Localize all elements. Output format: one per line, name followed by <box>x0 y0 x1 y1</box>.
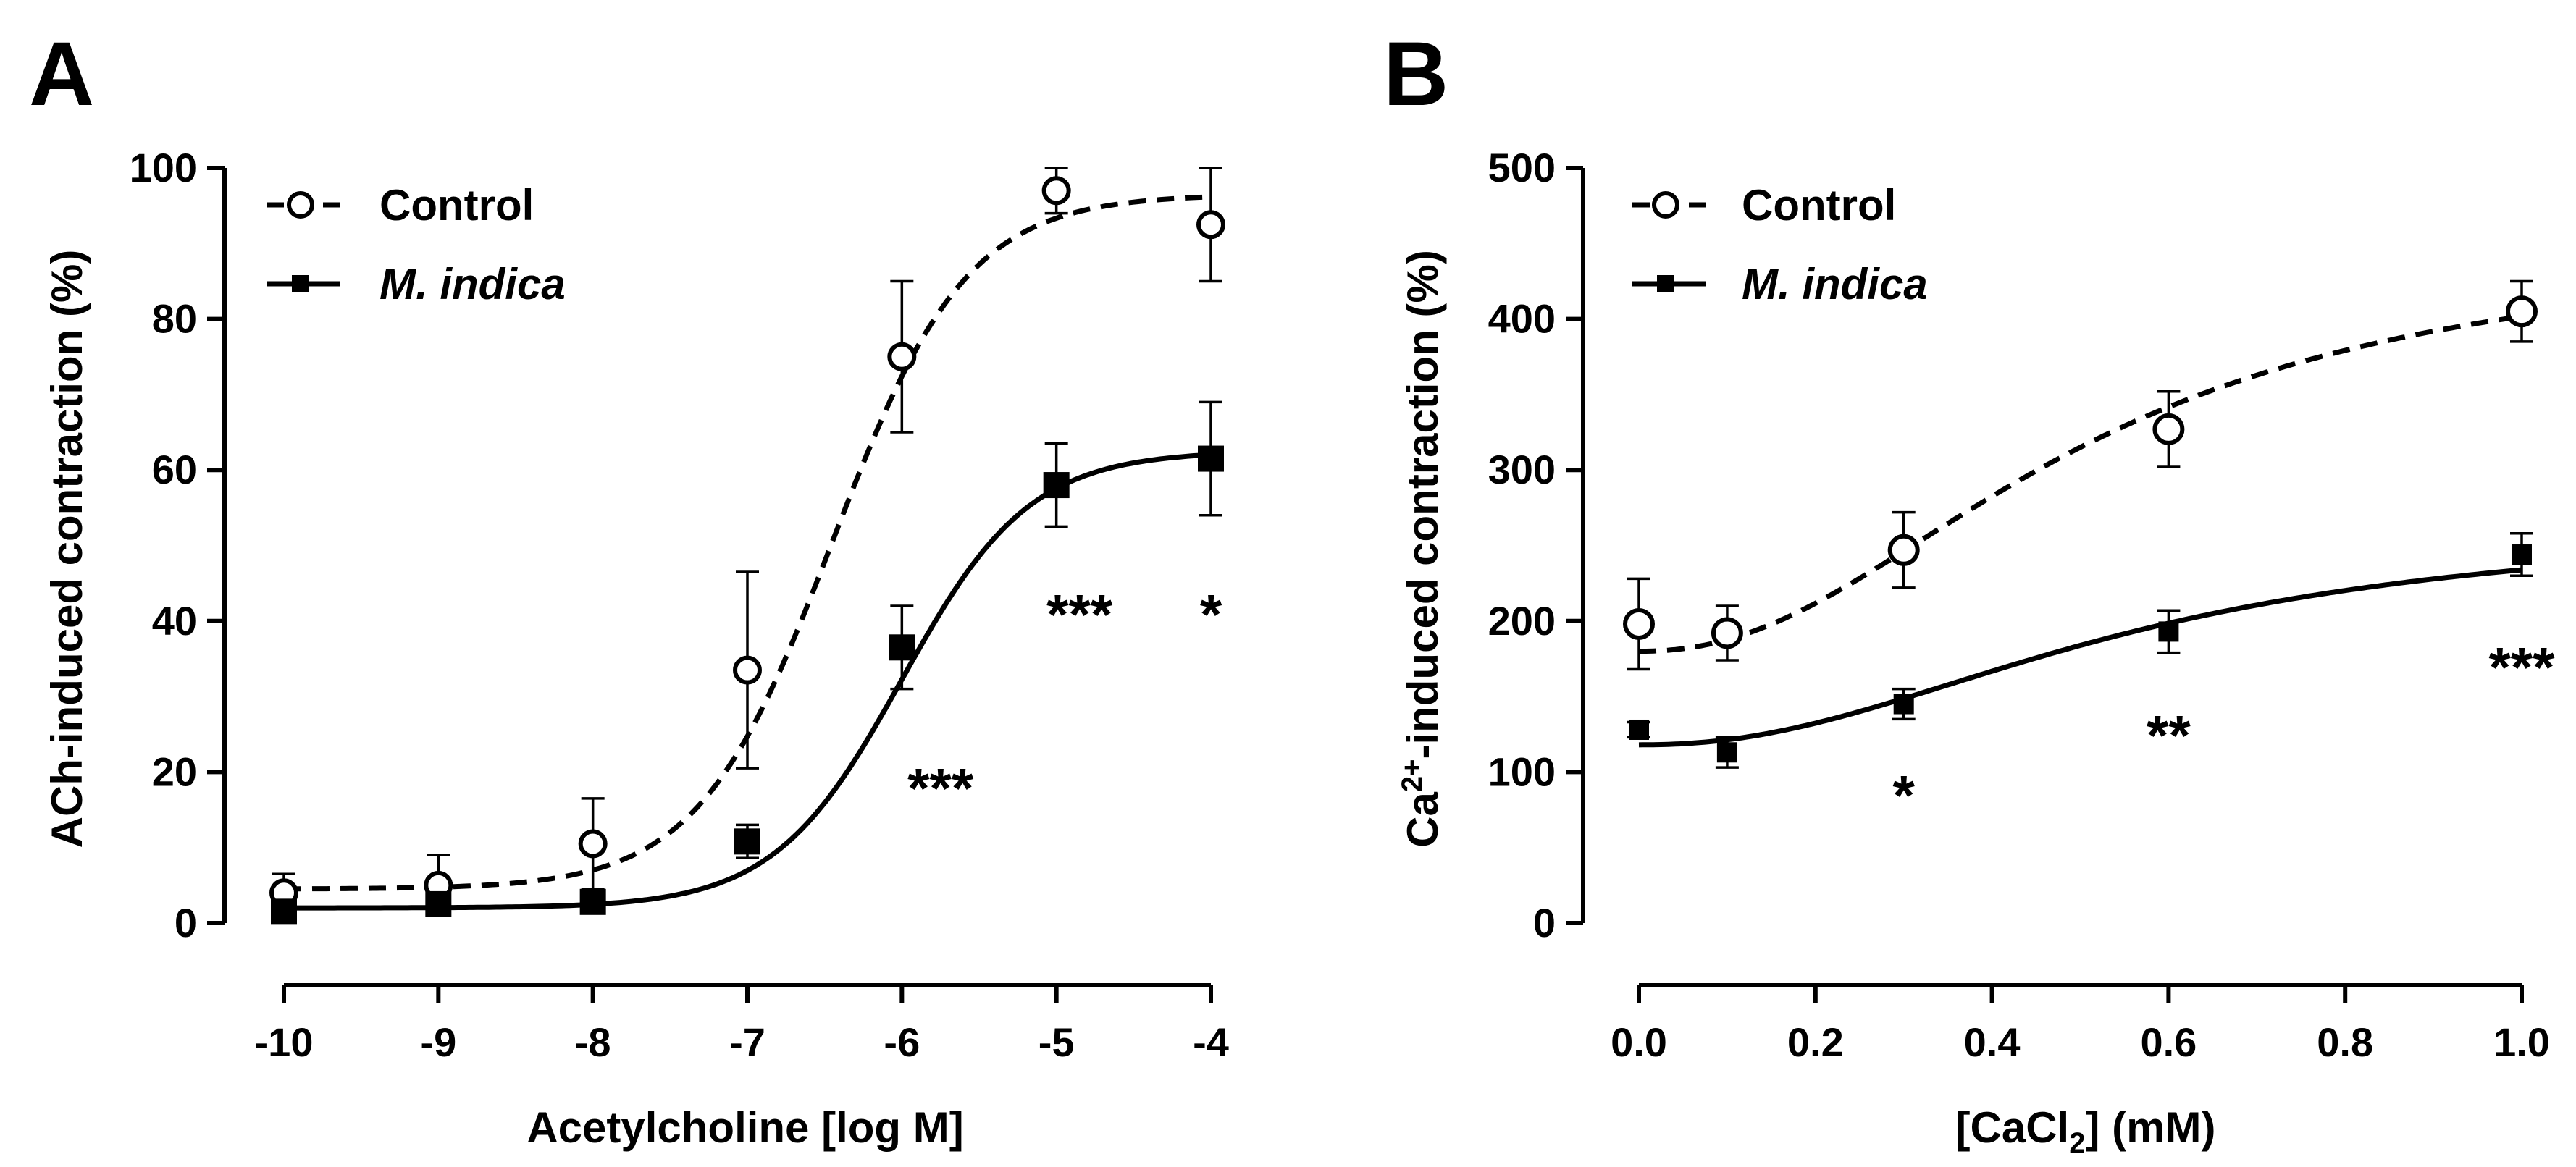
y-tick-label: 500 <box>1488 145 1556 190</box>
x-tick-label: 0.0 <box>1611 1019 1667 1065</box>
panel-a-legend-mindica-label: M. indica <box>379 260 566 308</box>
panel-b-legend-mindica-marker <box>1657 275 1674 292</box>
x-tick-label: 0.6 <box>2140 1019 2197 1065</box>
panel-a-y-axis-title: ACh-induced contraction (%) <box>43 250 91 848</box>
significance-marker: *** <box>1046 582 1113 646</box>
x-tick-label: -4 <box>1193 1019 1229 1065</box>
panel-b-y-axis-title: Ca2+-induced contraction (%) <box>1396 250 1447 848</box>
data-point-control <box>1196 210 1225 240</box>
data-point-m-indica <box>579 888 606 915</box>
data-point-m-indica <box>734 828 760 855</box>
y-tick-label: 100 <box>130 145 197 190</box>
panel-a-chart: A ACh-induced contraction (%) Acetylchol… <box>29 24 1229 1152</box>
x-tick-label: 0.4 <box>1964 1019 2021 1065</box>
data-point-m-indica <box>1198 445 1224 472</box>
panel-a-y-ticks: 0 20 40 60 80 100 <box>130 145 225 945</box>
panel-a-legend-control-marker <box>287 191 314 219</box>
data-point-m-indica <box>889 634 915 661</box>
data-point-m-indica <box>271 898 297 925</box>
fit-curve-control <box>1639 313 2522 654</box>
y-tick-label: 0 <box>175 900 197 945</box>
x-tick-label: -10 <box>255 1019 314 1065</box>
y-tick-label: 60 <box>152 447 197 492</box>
panel-b-legend-control-marker <box>1652 191 1679 219</box>
panel-b-fit-curves <box>1638 313 2522 748</box>
panel-b-data-points <box>1623 295 2538 763</box>
x-tick-label: -5 <box>1039 1019 1075 1065</box>
x-tick-label: 0.8 <box>2317 1019 2373 1065</box>
data-point-m-indica <box>1629 719 1649 740</box>
data-point-m-indica <box>2158 621 2179 642</box>
significance-marker: * <box>1200 582 1222 646</box>
x-tick-label: -6 <box>884 1019 920 1065</box>
x-tick-label: -9 <box>420 1019 456 1065</box>
data-point-m-indica <box>1716 742 1737 763</box>
y-tick-label: 80 <box>152 296 197 342</box>
data-point-control <box>1041 176 1071 206</box>
y-tick-label: 200 <box>1488 598 1556 644</box>
panel-a-x-ticks: -10 -9 -8 -7 -6 -5 -4 <box>255 985 1229 1065</box>
significance-marker: ** <box>2147 703 2191 767</box>
panel-a-label: A <box>29 24 94 125</box>
x-tick-label: 0.2 <box>1787 1019 1844 1065</box>
panel-b-label: B <box>1383 24 1448 125</box>
panel-a-legend-control-label: Control <box>379 181 534 229</box>
panel-a-x-axis-title: Acetylcholine [log M] <box>526 1103 963 1152</box>
panel-b-legend-control-label: Control <box>1742 181 1896 229</box>
x-tick-label: 1.0 <box>2493 1019 2550 1065</box>
data-point-m-indica <box>425 890 452 917</box>
panel-b-legend: Control M. indica <box>1632 181 1928 308</box>
data-point-control <box>2152 413 2185 445</box>
panel-b-chart: B Ca2+-induced contraction (%) [CaCl2] (… <box>1383 24 2555 1159</box>
significance-marker: * <box>1893 764 1916 827</box>
panel-b-legend-mindica-label: M. indica <box>1742 260 1928 308</box>
data-point-control <box>1623 607 1655 640</box>
y-tick-label: 20 <box>152 749 197 794</box>
panel-a-legend-mindica-marker <box>292 275 309 292</box>
y-tick-label: 40 <box>152 598 197 644</box>
data-point-m-indica <box>2512 544 2532 565</box>
x-tick-label: -7 <box>729 1019 765 1065</box>
panel-a-legend: Control M. indica <box>267 181 566 308</box>
y-tick-label: 0 <box>1533 900 1556 945</box>
data-point-control <box>733 655 762 685</box>
panel-b-error-bars <box>1627 279 2533 769</box>
significance-marker: *** <box>907 756 974 820</box>
fit-curve-m-indica <box>1638 567 2522 748</box>
panel-b-x-ticks: 0.0 0.2 0.4 0.6 0.8 1.0 <box>1611 985 2550 1065</box>
panel-b-x-axis-title: [CaCl2] (mM) <box>1956 1103 2216 1159</box>
panel-b-y-ticks: 0 100 200 300 400 500 <box>1488 145 1583 945</box>
data-point-control <box>887 342 917 371</box>
y-tick-label: 400 <box>1488 296 1556 342</box>
panel-a-significance: ****** * <box>907 582 1222 820</box>
y-tick-label: 100 <box>1488 749 1556 794</box>
data-point-control <box>1711 617 1743 649</box>
data-point-control <box>1887 534 1920 566</box>
data-point-m-indica <box>1043 472 1070 499</box>
data-point-control <box>2506 295 2538 328</box>
significance-marker: *** <box>2488 635 2555 699</box>
y-tick-label: 300 <box>1488 447 1556 492</box>
panel-a-data-points <box>269 176 1225 925</box>
x-tick-label: -8 <box>575 1019 611 1065</box>
data-point-control <box>578 829 608 859</box>
data-point-m-indica <box>1893 694 1914 715</box>
panel-b-significance: ****** <box>1893 635 2556 827</box>
